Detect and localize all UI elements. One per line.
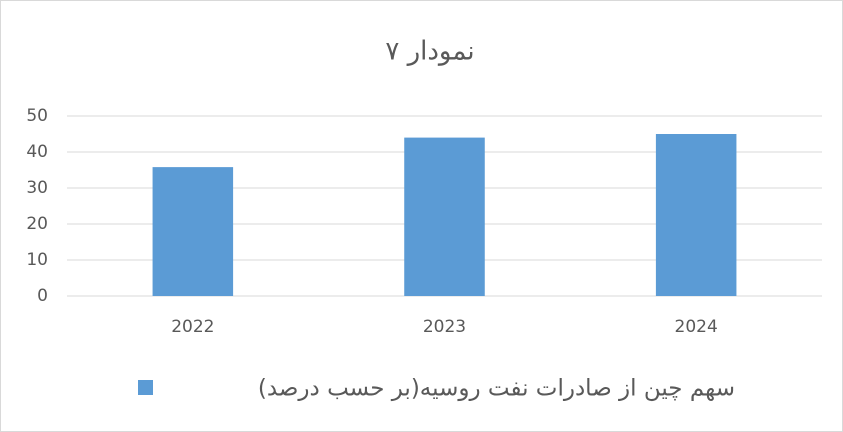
chart-title: نمودار ۷ (385, 37, 474, 67)
bar (404, 137, 485, 296)
x-tick-label: 2024 (675, 317, 718, 337)
x-tick-label: 2022 (171, 317, 214, 337)
bar (152, 167, 234, 296)
x-tick-label: 2023 (423, 317, 466, 337)
y-tick-label: 20 (26, 214, 48, 234)
legend-label: سهم چین از صادرات نفت روسیه(بر حسب درصد) (258, 376, 735, 402)
legend-swatch (138, 380, 153, 395)
bar (655, 134, 737, 296)
y-tick-label: 30 (26, 178, 48, 198)
y-tick-label: 40 (26, 142, 48, 162)
y-tick-label: 0 (37, 286, 48, 306)
y-tick-label: 50 (26, 106, 48, 126)
y-tick-label: 10 (26, 250, 48, 270)
